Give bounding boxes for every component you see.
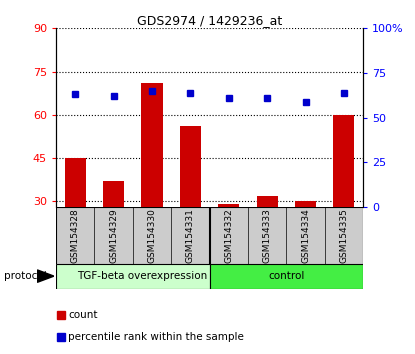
- Text: GSM154334: GSM154334: [301, 208, 310, 263]
- Text: GSM154330: GSM154330: [147, 208, 156, 263]
- Bar: [56, 264, 210, 289]
- Polygon shape: [37, 270, 54, 282]
- Text: GSM154331: GSM154331: [186, 208, 195, 263]
- Bar: [210, 264, 363, 289]
- Bar: [218, 204, 239, 207]
- Bar: [295, 201, 316, 207]
- Bar: [333, 115, 354, 207]
- Bar: [103, 181, 124, 207]
- Text: GSM154333: GSM154333: [263, 208, 272, 263]
- Text: TGF-beta overexpression: TGF-beta overexpression: [77, 271, 208, 281]
- Text: protocol: protocol: [4, 271, 47, 281]
- Text: GSM154335: GSM154335: [339, 208, 349, 263]
- Text: GSM154332: GSM154332: [224, 208, 233, 263]
- Bar: [256, 195, 278, 207]
- Bar: [65, 158, 86, 207]
- Text: GSM154329: GSM154329: [109, 208, 118, 263]
- Bar: [142, 83, 163, 207]
- Text: GSM154328: GSM154328: [71, 208, 80, 263]
- Text: control: control: [268, 271, 305, 281]
- Text: count: count: [68, 310, 98, 320]
- Title: GDS2974 / 1429236_at: GDS2974 / 1429236_at: [137, 14, 282, 27]
- Bar: [180, 126, 201, 207]
- Text: percentile rank within the sample: percentile rank within the sample: [68, 332, 244, 342]
